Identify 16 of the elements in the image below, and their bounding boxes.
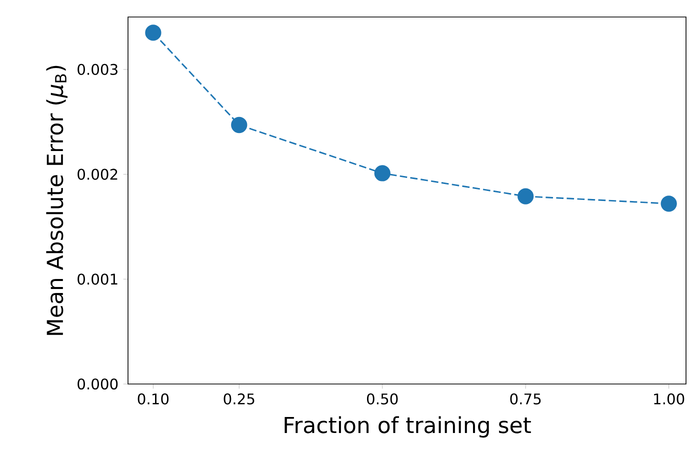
x-tick-label: 0.75 [510, 393, 541, 404]
y-axis-title: Mean Absolute Error (μ$_{B}$) [46, 66, 68, 335]
x-tick-label: 0.50 [367, 393, 398, 404]
point [145, 24, 162, 41]
point [231, 116, 248, 134]
point [660, 196, 677, 212]
y-tick-label: 0.003 [78, 64, 118, 75]
y-tick-label: 0.001 [78, 274, 118, 285]
y-tick-label: 0.000 [78, 378, 118, 390]
x-axis-title: Fraction of training set [284, 416, 531, 438]
y-tick-label: 0.002 [78, 168, 118, 180]
x-tick-label: 1.00 [654, 393, 684, 404]
point [518, 188, 534, 204]
x-tick-label: 0.10 [138, 393, 169, 404]
x-tick-label: 0.25 [224, 393, 254, 404]
point [374, 165, 390, 182]
